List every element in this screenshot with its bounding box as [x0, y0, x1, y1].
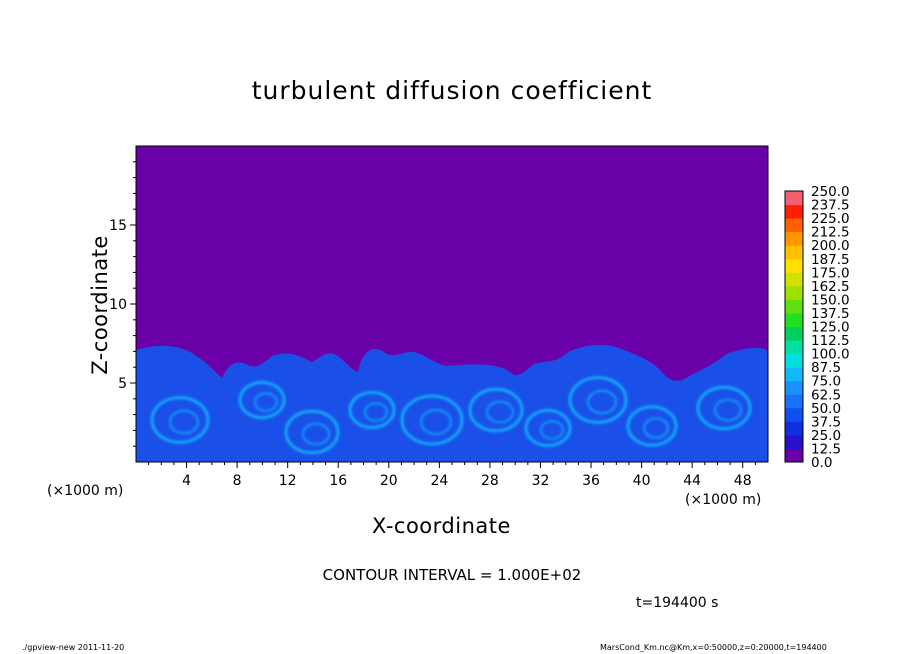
colorbar-level-label: 175.0	[811, 265, 850, 281]
colorbar-level-label: 187.5	[811, 252, 850, 268]
x-tick-label: 8	[233, 473, 242, 489]
eddy-structures	[150, 376, 752, 455]
colorbar-level-label: 237.5	[811, 198, 850, 214]
eddy-ring	[696, 385, 752, 431]
x-tick-label: 28	[481, 473, 499, 489]
colorbar-level-label: 112.5	[811, 333, 850, 349]
colorbar-level-label: 150.0	[811, 292, 850, 308]
eddy-core	[486, 400, 514, 424]
colorbar-swatch	[785, 434, 803, 449]
heatmap-field	[136, 146, 768, 462]
colorbar-level-label: 125.0	[811, 320, 850, 336]
colorbar-swatch	[785, 204, 803, 219]
eddy-ring	[238, 380, 286, 420]
colorbar-level-label: 37.5	[811, 414, 841, 430]
colorbar-swatch	[785, 299, 803, 314]
x-tick-label: 48	[734, 473, 752, 489]
colorbar-level-label: 212.5	[811, 225, 850, 241]
eddy-ring	[400, 394, 464, 446]
eddy-core	[587, 389, 617, 415]
x-axis: 4 8 12 16 20 24 28 32 36 40 44 48	[148, 462, 756, 489]
colorbar-level-label: 137.5	[811, 306, 850, 322]
y-tick-label: 15	[109, 218, 127, 234]
colorbar-swatch	[785, 285, 803, 300]
colorbar-frame	[784, 190, 804, 463]
colorbar-swatch	[785, 218, 803, 233]
chart-title: turbulent diffusion coefficient	[251, 76, 653, 105]
y-tick-label: 10	[109, 297, 127, 313]
x-tick-label: 40	[633, 473, 651, 489]
x-tick-label: 12	[279, 473, 297, 489]
x-tick-label: 44	[683, 473, 701, 489]
colorbar-level-label: 25.0	[811, 428, 841, 444]
eddy-ring	[348, 390, 396, 430]
footer-left: ./gpview-new 2011-11-20	[22, 643, 125, 652]
x-tick-label: 20	[380, 473, 398, 489]
colorbar-level-label: 200.0	[811, 238, 850, 254]
colorbar-swatch	[785, 272, 803, 287]
colorbar-swatch	[785, 448, 803, 463]
eddy-core	[643, 417, 669, 439]
colorbar-swatch	[785, 312, 803, 327]
eddy-ring	[524, 408, 572, 448]
colorbar-swatch	[785, 407, 803, 422]
eddy-ring	[568, 376, 628, 424]
colorbar-level-label: 162.5	[811, 279, 850, 295]
eddy-core	[254, 392, 278, 412]
y-axis-label: Z-coordinate	[88, 235, 112, 375]
colorbar: 0.012.525.037.550.062.575.087.5100.0112.…	[784, 184, 850, 471]
colorbar-swatch	[785, 326, 803, 341]
colorbar-swatch	[785, 245, 803, 260]
colorbar-level-label: 250.0	[811, 184, 850, 200]
x-tick-label: 4	[182, 473, 191, 489]
y-tick-label: 5	[118, 376, 127, 392]
colorbar-swatch	[785, 380, 803, 395]
eddy-ring	[468, 387, 524, 433]
eddy-ring	[626, 405, 678, 447]
colorbar-level-label: 50.0	[811, 401, 841, 417]
x-axis-unit-right: (×1000 m)	[685, 492, 762, 508]
colorbar-level-label: 0.0	[811, 455, 832, 471]
colorbar-swatch	[785, 340, 803, 355]
x-axis-label: X-coordinate	[372, 514, 511, 538]
eddy-core	[540, 420, 564, 440]
colorbar-swatch	[785, 231, 803, 246]
colorbar-swatch	[785, 353, 803, 368]
eddy-ring	[150, 396, 210, 444]
eddy-ring	[284, 409, 340, 455]
contour-interval: CONTOUR INTERVAL = 1.000E+02	[322, 566, 582, 584]
footer-right: MarsCond_Km.nc@Km,x=0:50000,z=0:20000,t=…	[600, 643, 827, 652]
colorbar-level-label: 12.5	[811, 441, 841, 457]
x-axis-unit-left: (×1000 m)	[47, 483, 124, 499]
colorbar-swatch	[785, 394, 803, 409]
colorbar-level-label: 100.0	[811, 347, 850, 363]
x-tick-label: 24	[430, 473, 448, 489]
colorbar-level-label: 225.0	[811, 211, 850, 227]
eddy-core	[714, 398, 742, 422]
colorbar-swatch	[785, 191, 803, 206]
eddy-core	[364, 402, 388, 422]
x-tick-label: 36	[582, 473, 600, 489]
colorbar-level-label: 75.0	[811, 374, 841, 390]
x-tick-label: 32	[532, 473, 550, 489]
time-stamp: t=194400 s	[636, 595, 719, 611]
x-tick-label: 16	[329, 473, 347, 489]
eddy-core	[420, 409, 452, 435]
eddy-core	[302, 422, 330, 446]
colorbar-swatch	[785, 367, 803, 382]
eddy-core	[169, 409, 199, 435]
colorbar-swatch	[785, 421, 803, 436]
colorbar-level-label: 62.5	[811, 387, 841, 403]
y-axis: 5 10 15	[109, 161, 136, 447]
colorbar-swatch	[785, 258, 803, 273]
colorbar-level-label: 87.5	[811, 360, 841, 376]
